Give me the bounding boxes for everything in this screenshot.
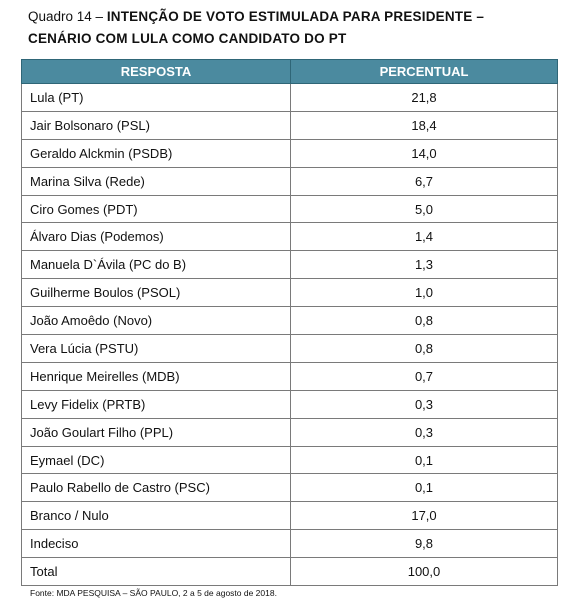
row-value: 0,8 <box>290 334 558 363</box>
row-label: Henrique Meirelles (MDB) <box>21 361 291 391</box>
row-label: Total <box>21 557 291 587</box>
header-percentual: PERCENTUAL <box>290 59 558 84</box>
row-label: Indeciso <box>21 529 291 559</box>
table-row: Eymael (DC) 0,1 <box>21 445 558 475</box>
table-row: Paulo Rabello de Castro (PSC) 0,1 <box>21 473 558 503</box>
row-value: 0,1 <box>290 445 558 475</box>
row-label: Geraldo Alckmin (PSDB) <box>21 138 291 168</box>
row-value: 1,3 <box>290 250 558 280</box>
row-label: Jair Bolsonaro (PSL) <box>21 110 291 140</box>
row-value: 0,3 <box>290 389 558 419</box>
header-resposta: RESPOSTA <box>21 59 291 84</box>
source-note: Fonte: MDA PESQUISA – SÃO PAULO, 2 a 5 d… <box>30 588 277 598</box>
table-row: Henrique Meirelles (MDB) 0,7 <box>21 361 558 391</box>
table-row: Lula (PT) 21,8 <box>21 83 558 112</box>
table-row: Guilherme Boulos (PSOL) 1,0 <box>21 278 558 308</box>
row-value: 0,1 <box>290 473 558 503</box>
caption-title-line1: INTENÇÃO DE VOTO ESTIMULADA PARA PRESIDE… <box>106 9 485 24</box>
row-value: 5,0 <box>290 194 558 224</box>
table-row: João Goulart Filho (PPL) 0,3 <box>21 417 558 447</box>
row-label: João Amoêdo (Novo) <box>21 306 291 336</box>
row-value: 1,0 <box>290 278 558 308</box>
row-value: 0,3 <box>290 417 558 447</box>
row-label: Guilherme Boulos (PSOL) <box>21 278 291 308</box>
row-label: Levy Fidelix (PRTB) <box>21 389 291 419</box>
table-row: Branco / Nulo 17,0 <box>21 501 558 531</box>
row-label: Marina Silva (Rede) <box>21 166 291 196</box>
row-value: 6,7 <box>290 166 558 196</box>
table-row-total: Total 100,0 <box>21 557 558 587</box>
row-value: 0,8 <box>290 306 558 336</box>
row-label: Eymael (DC) <box>21 445 291 475</box>
row-label: Manuela D`Ávila (PC do B) <box>21 250 291 280</box>
caption-prefix: Quadro 14 – <box>28 9 104 24</box>
table-row: Álvaro Dias (Podemos) 1,4 <box>21 222 558 252</box>
row-value: 14,0 <box>290 138 558 168</box>
row-value: 9,8 <box>290 529 558 559</box>
row-label: Álvaro Dias (Podemos) <box>21 222 291 252</box>
table-header-row: RESPOSTA PERCENTUAL <box>21 59 558 84</box>
table-row: Indeciso 9,8 <box>21 529 558 559</box>
row-value: 21,8 <box>290 83 558 112</box>
row-value: 100,0 <box>290 557 558 587</box>
row-label: Branco / Nulo <box>21 501 291 531</box>
table-row: Geraldo Alckmin (PSDB) 14,0 <box>21 138 558 168</box>
row-label: Vera Lúcia (PSTU) <box>21 334 291 363</box>
row-value: 18,4 <box>290 110 558 140</box>
table-row: Levy Fidelix (PRTB) 0,3 <box>21 389 558 419</box>
table-row: Ciro Gomes (PDT) 5,0 <box>21 194 558 224</box>
table-row: Manuela D`Ávila (PC do B) 1,3 <box>21 250 558 280</box>
row-value: 17,0 <box>290 501 558 531</box>
row-label: João Goulart Filho (PPL) <box>21 417 291 447</box>
row-value: 1,4 <box>290 222 558 252</box>
table-row: Jair Bolsonaro (PSL) 18,4 <box>21 110 558 140</box>
row-label: Ciro Gomes (PDT) <box>21 194 291 224</box>
table-row: João Amoêdo (Novo) 0,8 <box>21 306 558 336</box>
vote-intention-table: RESPOSTA PERCENTUAL Lula (PT) 21,8 Jair … <box>21 59 558 587</box>
row-value: 0,7 <box>290 361 558 391</box>
row-label: Paulo Rabello de Castro (PSC) <box>21 473 291 503</box>
table-caption: Quadro 14 – INTENÇÃO DE VOTO ESTIMULADA … <box>28 6 558 50</box>
table-row: Marina Silva (Rede) 6,7 <box>21 166 558 196</box>
caption-title-line2: CENÁRIO COM LULA COMO CANDIDATO DO PT <box>28 31 347 46</box>
row-label: Lula (PT) <box>21 83 291 112</box>
table-row: Vera Lúcia (PSTU) 0,8 <box>21 334 558 363</box>
